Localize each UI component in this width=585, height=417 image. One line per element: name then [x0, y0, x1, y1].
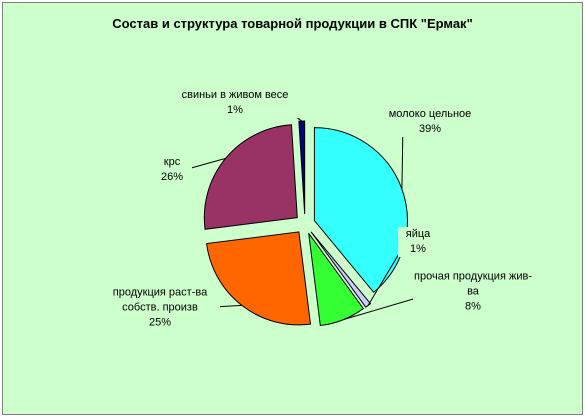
pie-slice — [203, 124, 298, 230]
category-label: прочая продукция жив-ва — [414, 270, 532, 298]
pie-slice — [308, 233, 365, 327]
percent-label: 8% — [465, 300, 481, 313]
pie-slice — [206, 231, 312, 326]
percent-label: 39% — [418, 123, 442, 135]
category-label: яйца — [405, 228, 431, 240]
category-label: продукция раст-ва собств. произв — [112, 286, 208, 314]
chart-title: Состав и структура товарной продукции в … — [112, 16, 473, 31]
data-label: молоко цельное 39% — [385, 107, 475, 137]
percent-label: 1% — [227, 104, 243, 116]
percent-label: 26% — [160, 171, 184, 183]
data-label: прочая продукция жив-ва 8% — [413, 269, 533, 315]
data-label: крс 26% — [152, 155, 192, 185]
percent-label: 25% — [148, 316, 172, 329]
category-label: крс — [163, 156, 181, 168]
percent-label: 1% — [410, 243, 426, 255]
data-label: свиньи в живом весе 1% — [165, 88, 305, 118]
pie-slice — [313, 127, 408, 293]
category-label: свиньи в живом весе — [181, 89, 289, 101]
data-label: яйца 1% — [398, 227, 438, 257]
data-label: продукция раст-ва собств. произв 25% — [100, 285, 220, 331]
pie-slice — [298, 120, 306, 215]
category-label: молоко цельное — [388, 108, 472, 120]
